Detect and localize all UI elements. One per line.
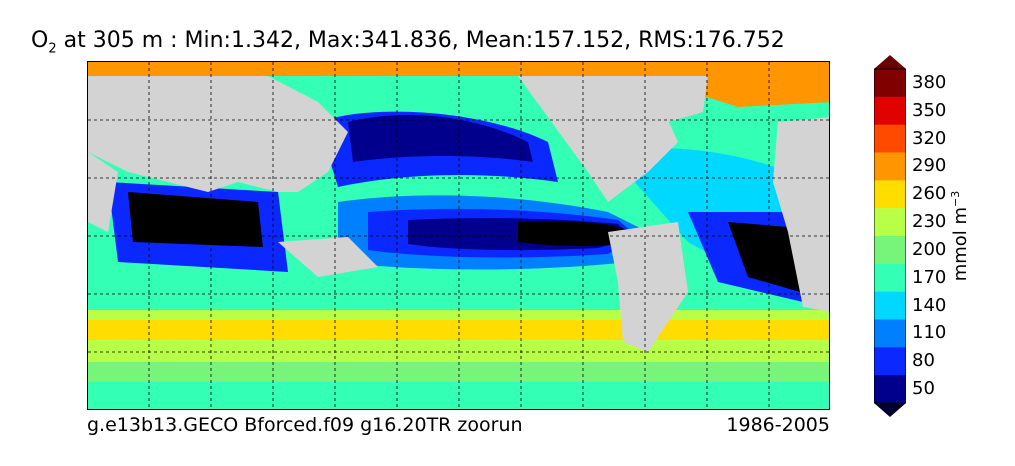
title-variable: O: [31, 28, 49, 53]
colorbar-over-triangle: [874, 55, 906, 69]
colorbar-tick-label: 230: [912, 211, 947, 233]
unit-main: mmol m: [950, 206, 971, 282]
colorbar-tick-label: 140: [912, 294, 947, 316]
colorbar-segment: [874, 124, 906, 153]
land-north-america: [518, 76, 678, 202]
colorbar-segments: [874, 69, 906, 404]
title-stats: at 305 m : Min:1.342, Max:341.836, Mean:…: [56, 28, 785, 53]
colorbar-border: [874, 68, 906, 404]
ocean-oxygen-map: [87, 61, 830, 410]
land-greenland: [648, 76, 708, 122]
land-eurasia: [88, 76, 348, 192]
indian-anoxic: [128, 192, 263, 247]
colorbar-segment: [874, 319, 906, 348]
colorbar-tick-label: 290: [912, 155, 947, 177]
colorbar: [874, 55, 906, 417]
north-pacific-50: [348, 114, 533, 162]
southern-band-170: [88, 382, 829, 409]
colorbar-segment: [874, 208, 906, 237]
unit-exponent: −3: [949, 190, 962, 207]
pacific-anoxic: [518, 221, 628, 247]
colorbar-segment: [874, 375, 906, 404]
colorbar-tick-label: 350: [912, 99, 947, 121]
colorbar-segment: [874, 236, 906, 265]
colorbar-tick-label: 170: [912, 266, 947, 288]
colorbar-tick-label: 320: [912, 127, 947, 149]
colorbar-unit-label: mmol m−3: [949, 191, 971, 282]
colorbar-segment: [874, 347, 906, 376]
colorbar-tick-label: 380: [912, 71, 947, 93]
plot-title: O2 at 305 m : Min:1.342, Max:341.836, Me…: [31, 28, 785, 56]
colorbar-tick-label: 200: [912, 238, 947, 260]
north-atlantic-290: [628, 62, 829, 107]
map-canvas: [88, 62, 829, 409]
colorbar-tick-label: 110: [912, 322, 947, 344]
title-subscript: 2: [48, 41, 57, 57]
colorbar-segment: [874, 291, 906, 320]
atlantic-anoxic: [728, 222, 800, 292]
run-name-label: g.e13b13.GECO Bforced.f09 g16.20TR zooru…: [87, 414, 523, 436]
colorbar-segment: [874, 69, 906, 98]
colorbar-segment: [874, 263, 906, 293]
land-africa-east: [88, 152, 118, 232]
colorbar-segment: [874, 180, 906, 209]
land-africa-west: [773, 117, 829, 312]
colorbar-tick-label: 50: [912, 378, 935, 400]
colorbar-tick-label: 80: [912, 350, 935, 372]
colorbar-under-triangle: [874, 403, 906, 417]
colorbar-segment: [874, 152, 906, 181]
land-south-america: [608, 222, 688, 352]
map-gridlines: [88, 62, 829, 409]
period-label: 1986-2005: [726, 414, 830, 436]
colorbar-tick-label: 260: [912, 183, 947, 205]
land-australia: [278, 237, 378, 277]
colorbar-segment: [874, 96, 906, 126]
